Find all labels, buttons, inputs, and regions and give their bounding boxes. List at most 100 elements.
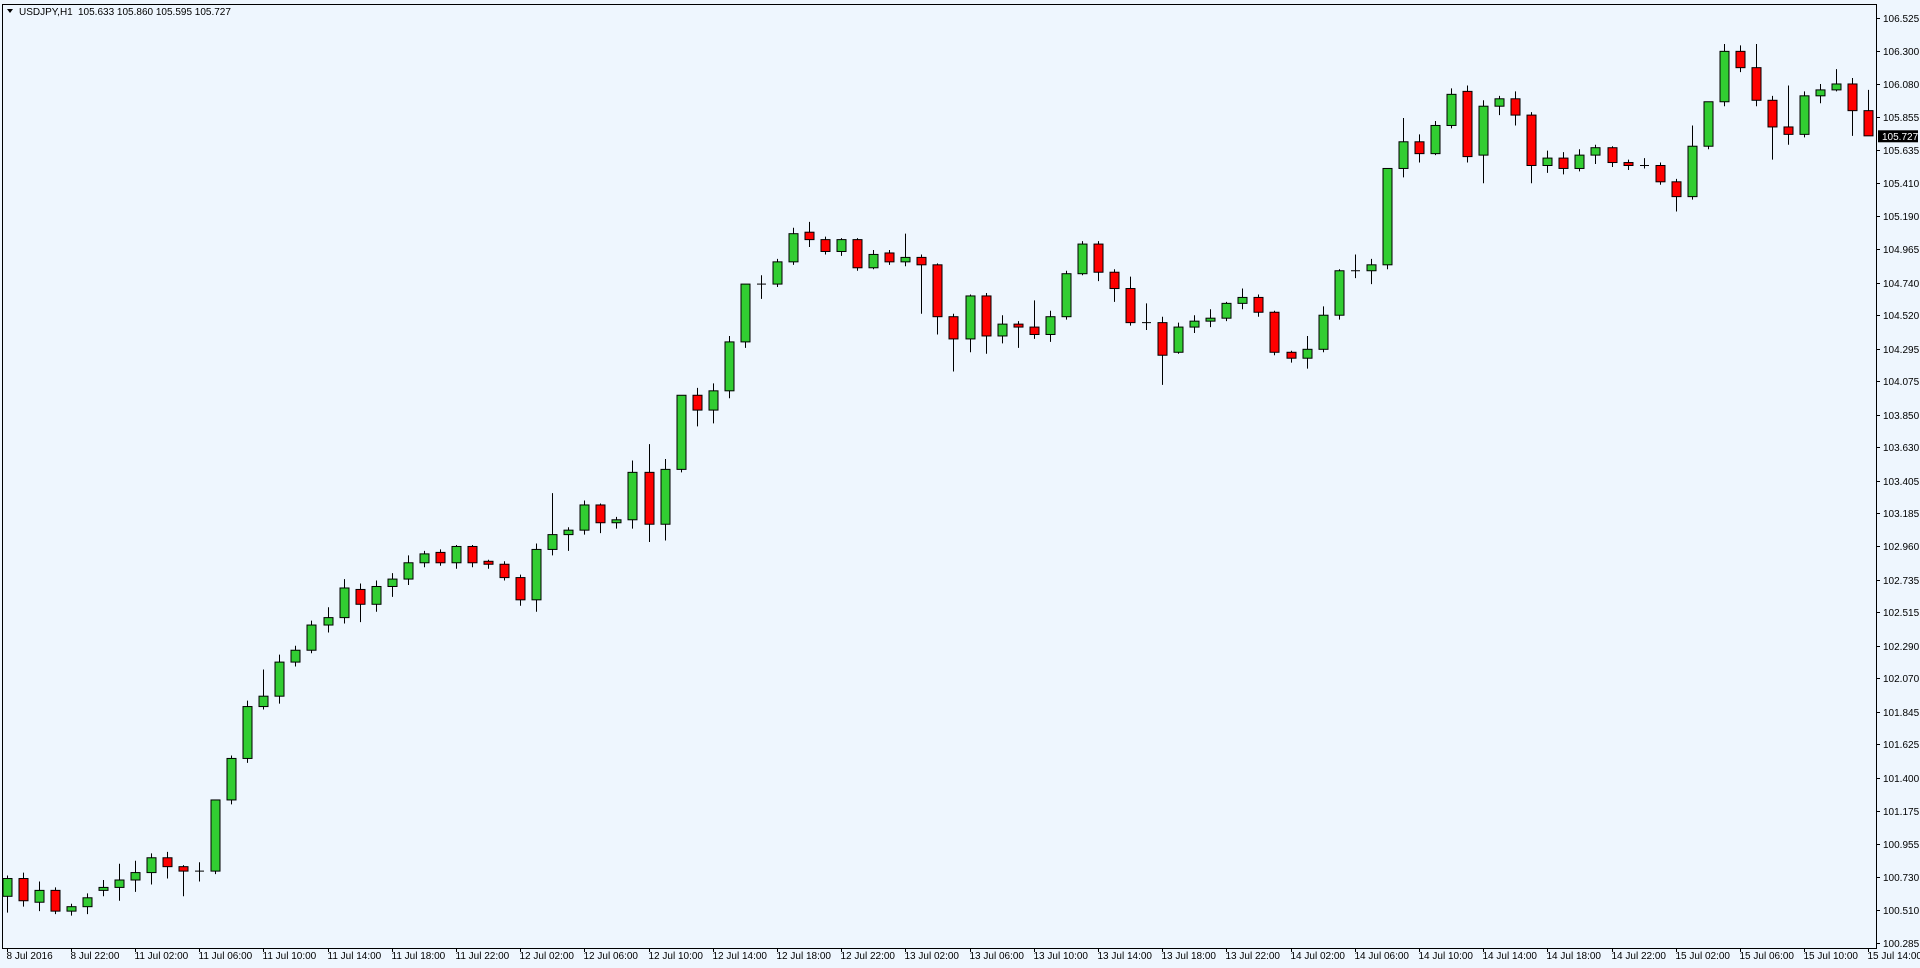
candle[interactable] — [997, 315, 1008, 344]
candle[interactable] — [435, 549, 446, 566]
candle[interactable] — [258, 669, 269, 710]
candle[interactable] — [884, 249, 895, 265]
candle[interactable] — [900, 233, 911, 267]
candle[interactable] — [515, 574, 526, 606]
candle[interactable] — [226, 755, 237, 805]
candle[interactable] — [1109, 269, 1120, 302]
candle[interactable] — [1671, 178, 1682, 212]
candle[interactable] — [1799, 91, 1810, 138]
candle[interactable] — [1334, 269, 1345, 320]
candle[interactable] — [932, 263, 943, 335]
candle[interactable] — [1125, 276, 1136, 326]
candle[interactable] — [1029, 300, 1040, 339]
candle[interactable] — [1510, 91, 1521, 126]
candle[interactable] — [467, 544, 478, 568]
candle[interactable] — [1640, 158, 1649, 169]
candle[interactable] — [1462, 85, 1473, 163]
candle[interactable] — [1351, 254, 1360, 279]
candle[interactable] — [563, 527, 574, 551]
candle[interactable] — [371, 580, 382, 612]
candle[interactable] — [1269, 310, 1280, 356]
candle[interactable] — [708, 383, 719, 424]
candle[interactable] — [2, 875, 13, 913]
candle[interactable] — [1013, 321, 1024, 348]
candle[interactable] — [290, 645, 301, 667]
candle[interactable] — [1815, 83, 1826, 104]
candle[interactable] — [579, 500, 590, 535]
candle[interactable] — [210, 799, 221, 875]
candle[interactable] — [836, 238, 847, 256]
candle[interactable] — [98, 879, 109, 897]
candle[interactable] — [1142, 303, 1151, 331]
candle[interactable] — [1542, 150, 1553, 173]
candle[interactable] — [1157, 316, 1168, 385]
candle[interactable] — [852, 238, 863, 271]
price-axis[interactable]: 106.525 106.300 106.080 105.855 105.635 105.4… — [1876, 14, 1920, 950]
candle[interactable] — [499, 561, 510, 581]
time-axis[interactable]: 8 Jul 2016 8 Jul 22:00 11 Jul 02:00 11 Jul … — [7, 948, 1920, 962]
candle[interactable] — [339, 579, 350, 624]
candle[interactable] — [1045, 310, 1056, 342]
candle[interactable] — [1173, 322, 1184, 354]
candle[interactable] — [1607, 146, 1618, 167]
candle[interactable] — [1526, 112, 1537, 184]
candle[interactable] — [1221, 301, 1232, 322]
candle[interactable] — [82, 893, 93, 915]
candle[interactable] — [403, 555, 414, 586]
candle[interactable] — [1735, 45, 1746, 73]
candle[interactable] — [1237, 288, 1248, 310]
candle[interactable] — [757, 275, 766, 299]
candle[interactable] — [820, 236, 831, 255]
candle[interactable] — [242, 700, 253, 763]
candle[interactable] — [1414, 134, 1425, 163]
candle[interactable] — [1831, 69, 1842, 92]
candle[interactable] — [306, 620, 317, 654]
candle[interactable] — [1398, 118, 1409, 178]
candle[interactable] — [66, 903, 77, 916]
candle[interactable] — [547, 493, 558, 556]
candle[interactable] — [274, 654, 285, 704]
candle[interactable] — [1366, 258, 1377, 285]
candle[interactable] — [660, 459, 671, 541]
candle[interactable] — [772, 258, 783, 288]
candle[interactable] — [1703, 101, 1714, 150]
candle[interactable] — [1318, 306, 1329, 353]
candle[interactable] — [1590, 144, 1601, 165]
candle[interactable] — [355, 583, 366, 623]
candle[interactable] — [178, 865, 189, 897]
candle[interactable] — [1430, 121, 1441, 156]
candle[interactable] — [1382, 167, 1393, 270]
candle[interactable] — [692, 387, 703, 427]
candle[interactable] — [916, 254, 927, 314]
candle[interactable] — [195, 862, 204, 882]
candle[interactable] — [1847, 78, 1858, 136]
candle[interactable] — [644, 444, 655, 543]
candle[interactable] — [1719, 43, 1730, 107]
candle[interactable] — [981, 292, 992, 354]
candle[interactable] — [676, 394, 687, 473]
candle[interactable] — [387, 573, 398, 597]
candle[interactable] — [34, 881, 45, 912]
candle[interactable] — [1863, 89, 1874, 137]
candle[interactable] — [1783, 85, 1794, 145]
candle[interactable] — [162, 851, 173, 879]
candle[interactable] — [114, 863, 125, 901]
candle[interactable] — [130, 860, 141, 892]
candle[interactable] — [1286, 350, 1297, 363]
candle[interactable] — [595, 503, 606, 534]
triangle-down-icon[interactable] — [7, 9, 13, 13]
candle[interactable] — [1302, 335, 1313, 369]
candle[interactable] — [1478, 100, 1489, 184]
candle[interactable] — [1767, 95, 1778, 160]
candle[interactable] — [740, 283, 751, 348]
candle[interactable] — [483, 559, 494, 569]
candle[interactable] — [804, 221, 815, 248]
candle[interactable] — [1077, 241, 1088, 276]
candle[interactable] — [1558, 152, 1569, 175]
candle[interactable] — [1655, 162, 1666, 185]
candle[interactable] — [451, 544, 462, 569]
candle[interactable] — [1205, 309, 1216, 328]
candle[interactable] — [1061, 270, 1072, 320]
